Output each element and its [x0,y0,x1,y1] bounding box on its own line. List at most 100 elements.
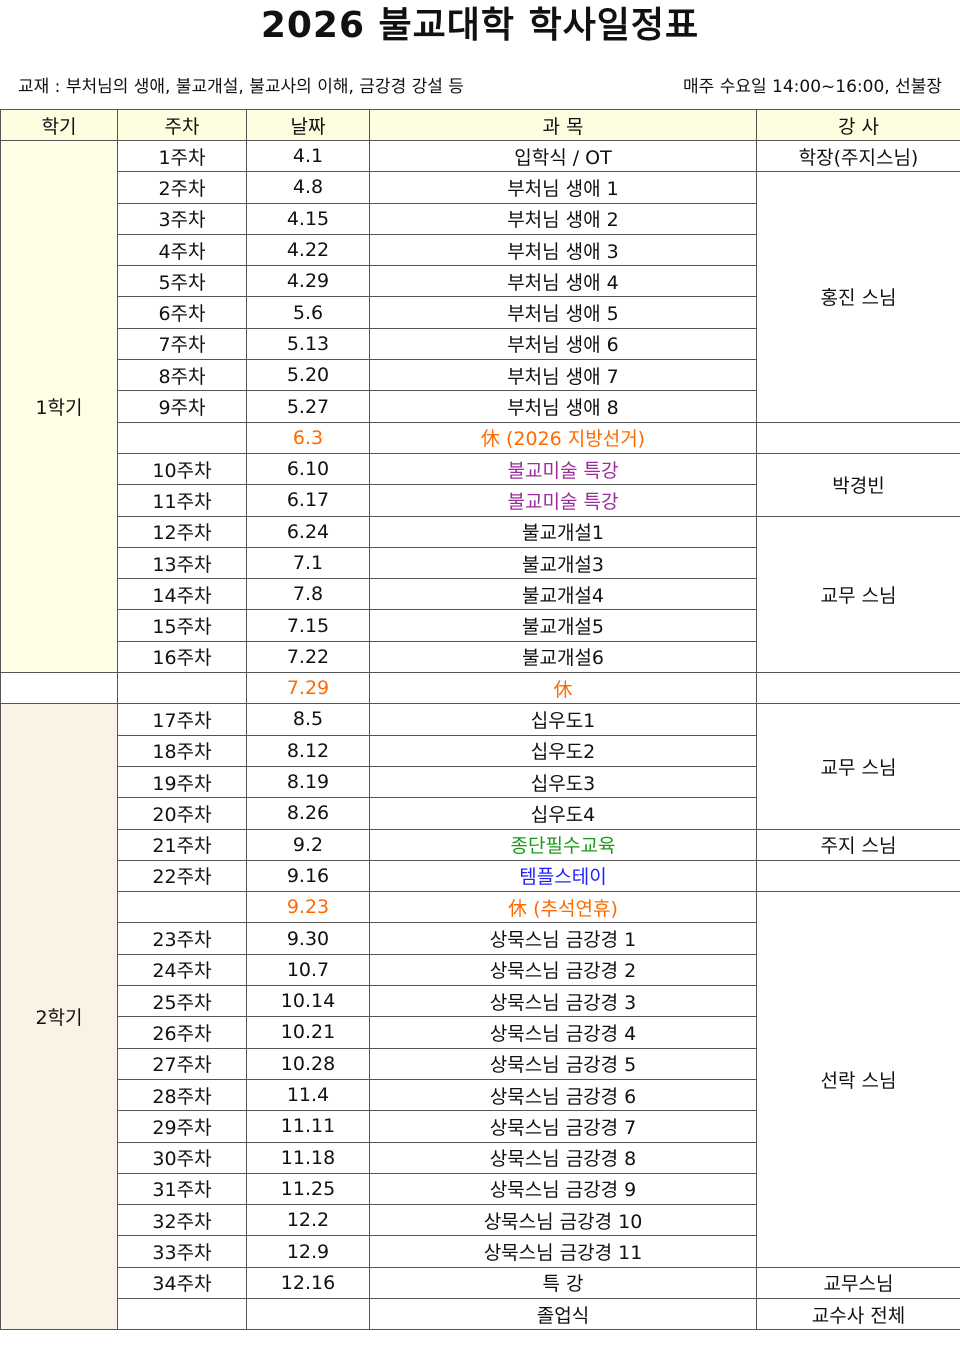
week-cell: 6주차 [117,296,247,329]
instructor-cell: 교수사 전체 [756,1297,960,1331]
table-row: 11주차 6.17 불교미술 특강 [1,484,960,517]
subject-cell: 상묵스님 금강경 1 [369,922,757,955]
date-cell: 12.2 [246,1204,370,1237]
week-cell: 24주차 [117,953,247,987]
table-row: 1학기 1주차 4.1 입학식 / OT 학장(주지스님) [0,139,960,674]
table-row: 9주차 5.27 부처님 생애 8 [1,390,960,423]
subject-cell: 부처님 생애 4 [369,265,757,298]
table-row: 20주차 8.26 십우도4 [1,797,960,830]
instructor-cell: 교무스님 [756,1266,960,1299]
week-cell: 18주차 [117,734,247,767]
week-cell: 10주차 [117,452,247,486]
page-title: 2026 불교대학 학사일정표 [260,5,700,46]
week-cell [117,421,247,454]
table-row: 7.29 休 [0,672,960,705]
subject-cell: 상묵스님 금강경 5 [369,1047,757,1080]
subject-cell: 상묵스님 금강경 9 [369,1172,757,1206]
date-cell: 4.22 [246,233,370,267]
textbook-info: 교재 : 부처님의 생애, 불교개설, 불교사의 이해, 금강경 강설 등 [18,77,464,97]
instructor-cell: 홍진 스님 [756,171,960,423]
subject-cell: 상묵스님 금강경 2 [369,953,757,987]
week-cell: 22주차 [117,859,247,893]
semester-cell [0,672,118,705]
date-cell: 5.20 [246,359,370,392]
table-row: 24주차 10.7 상묵스님 금강경 2 [1,953,960,987]
subject-cell: 십우도1 [369,703,757,736]
subject-cell: 부처님 생애 3 [369,233,757,267]
week-cell: 7주차 [117,327,247,361]
instructor-cell [756,421,960,454]
date-cell: 6.24 [246,515,370,548]
instructor-cell: 학장(주지스님) [756,139,960,173]
instructor-cell: 주지 스님 [756,828,960,861]
week-cell [117,672,247,705]
date-cell: 5.27 [246,390,370,423]
table-row: 6.3 休 (2026 지방선거) [1,421,960,454]
table-row: 21주차 9.2 종단필수교육 주지 스님 [1,828,960,861]
table-row: 23주차 9.30 상묵스님 금강경 1 [1,922,960,955]
subject-cell: 특 강 [369,1266,757,1299]
subject-cell: 상묵스님 금강경 8 [369,1141,757,1174]
date-cell: 11.4 [246,1078,370,1112]
week-cell: 15주차 [117,609,247,642]
date-cell: 9.16 [246,859,370,893]
date-cell: 7.15 [246,609,370,642]
instructor-cell: 선락 스님 [756,891,960,1268]
instructor-cell [756,859,960,893]
week-cell: 32주차 [117,1204,247,1237]
week-cell: 13주차 [117,546,247,580]
date-cell: 10.21 [246,1016,370,1049]
table-row: 4주차 4.22 부처님 생애 3 [1,233,960,267]
date-cell: 4.1 [246,139,370,173]
subject-cell: 십우도3 [369,765,757,799]
date-cell: 10.14 [246,985,370,1018]
table-row: 34주차 12.16 특 강 교무스님 [1,1266,960,1299]
instructor-cell: 교무 스님 [756,515,960,674]
header-week: 주차 [117,109,247,141]
date-cell: 5.13 [246,327,370,361]
date-cell: 10.7 [246,953,370,987]
week-cell: 5주차 [117,265,247,298]
date-cell: 10.28 [246,1047,370,1080]
week-cell: 2주차 [117,171,247,204]
week-cell: 9주차 [117,390,247,423]
subject-cell: 상묵스님 금강경 7 [369,1110,757,1143]
table-row: 13주차 7.1 불교개설3 [1,546,960,580]
week-cell: 26주차 [117,1016,247,1049]
subject-cell: 입학식 / OT [369,139,757,173]
subject-cell: 부처님 생애 6 [369,327,757,361]
week-cell: 16주차 [117,640,247,674]
week-cell: 4주차 [117,233,247,267]
date-cell: 8.19 [246,765,370,799]
subject-cell: 불교미술 특강 [369,484,757,517]
table-row: 5주차 4.29 부처님 생애 4 [1,265,960,298]
table-row: 2학기 17주차 8.5 십우도1 교무 스님 [0,703,960,1331]
date-cell: 7.22 [246,640,370,674]
subject-cell: 休 (추석연휴) [369,891,757,924]
subject-cell: 부처님 생애 2 [369,202,757,235]
date-cell: 7.29 [246,672,370,705]
instructor-cell: 박경빈 [756,452,960,517]
date-cell: 5.6 [246,296,370,329]
week-cell: 11주차 [117,484,247,517]
week-cell: 17주차 [117,703,247,736]
table-row: 22주차 9.16 템플스테이 [1,859,960,893]
table-row: 31주차 11.25 상묵스님 금강경 9 [1,1172,960,1206]
subject-cell: 상묵스님 금강경 10 [369,1204,757,1237]
subject-cell: 템플스테이 [369,859,757,893]
table-row: 졸업식 교수사 전체 [1,1297,960,1331]
week-cell: 12주차 [117,515,247,548]
date-cell: 11.18 [246,1141,370,1174]
subject-cell: 부처님 생애 5 [369,296,757,329]
subject-cell: 십우도2 [369,734,757,767]
table-row: 26주차 10.21 상묵스님 금강경 4 [1,1016,960,1049]
subject-cell: 부처님 생애 8 [369,390,757,423]
subject-cell: 불교개설5 [369,609,757,642]
schedule-table: 학기 주차 날짜 과 목 강 사 1학기 1주차 4.1 입학식 / OT 학장(주지스… [0,109,960,1331]
header-instructor: 강 사 [756,109,960,141]
table-row: 6주차 5.6 부처님 생애 5 [1,296,960,329]
date-cell: 4.15 [246,202,370,235]
table-row: 15주차 7.15 불교개설5 [1,609,960,642]
subject-cell: 부처님 생애 7 [369,359,757,392]
subject-cell: 불교개설6 [369,640,757,674]
